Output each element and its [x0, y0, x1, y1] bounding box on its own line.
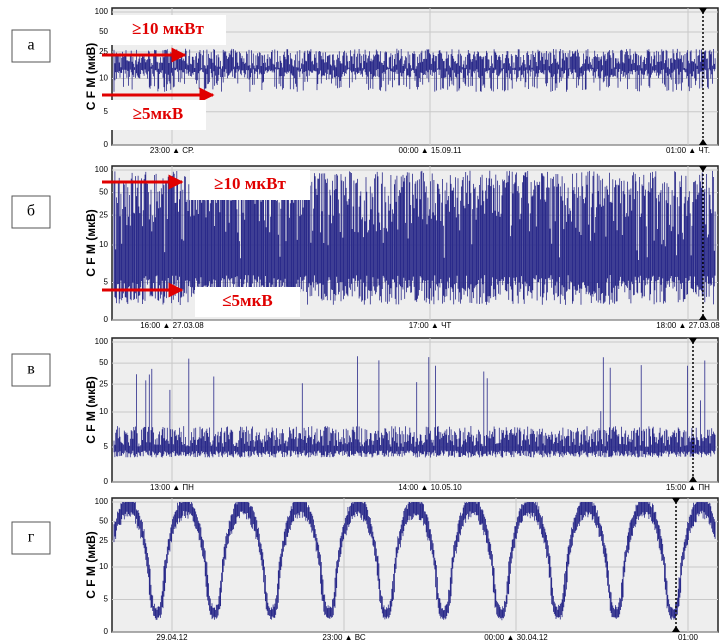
- y-tick-label: 10: [99, 562, 108, 571]
- y-axis-label: C F M (мкВ): [84, 531, 98, 599]
- plot-area: [111, 497, 719, 633]
- time-label: 00:00 ▲ 15.09.11: [399, 146, 462, 155]
- y-tick-label: 0: [104, 140, 109, 149]
- trace: [113, 170, 716, 305]
- time-label: 01:00: [678, 633, 699, 642]
- y-tick-label: 25: [99, 536, 108, 545]
- panel-label-box: [11, 195, 51, 229]
- time-label: 23:00 ▲ СР.: [150, 146, 194, 155]
- panel-label-box: [11, 521, 51, 555]
- annotation-box: [110, 15, 226, 45]
- time-label: 29.04.12: [156, 633, 188, 642]
- panel-label: а: [27, 37, 34, 54]
- trace: [113, 48, 716, 92]
- y-tick-label: 0: [104, 627, 109, 636]
- annotation: ≥5мкВ: [133, 104, 184, 123]
- y-tick-label: 25: [99, 379, 108, 388]
- time-label: 18:00 ▲ 27.03.08: [656, 321, 720, 330]
- trace: [113, 356, 716, 458]
- marker-top: [699, 8, 707, 14]
- panel-label-box: [11, 29, 51, 63]
- y-tick-label: 100: [95, 165, 109, 174]
- y-tick-label: 5: [104, 278, 109, 287]
- time-label: 16:00 ▲ 27.03.08: [140, 321, 204, 330]
- time-label: 17:00 ▲ ЧТ: [409, 321, 452, 330]
- time-label: 01:00 ▲ ЧТ.: [666, 146, 710, 155]
- y-tick-label: 5: [104, 595, 109, 604]
- y-tick-label: 50: [99, 188, 108, 197]
- y-tick-label: 0: [104, 477, 109, 486]
- marker-bottom: [672, 626, 680, 632]
- y-axis-label: C F M (мкВ): [84, 209, 98, 277]
- y-tick-label: 50: [99, 27, 108, 36]
- marker-top: [689, 338, 697, 344]
- time-label: 15:00 ▲ ПН: [666, 483, 710, 492]
- time-label: 00:00 ▲ 30.04.12: [484, 633, 548, 642]
- y-axis-label: C F M (мкВ): [84, 43, 98, 111]
- y-tick-label: 10: [99, 240, 108, 249]
- time-label: 23:00 ▲ ВС: [322, 633, 365, 642]
- marker-bottom: [699, 139, 707, 145]
- panel-label-box: [11, 353, 51, 387]
- marker-top: [699, 166, 707, 172]
- y-tick-label: 10: [99, 74, 108, 83]
- panel-label: в: [27, 361, 35, 378]
- y-tick-label: 25: [99, 210, 108, 219]
- y-tick-label: 50: [99, 358, 108, 367]
- annotation: ≥10 мкВт: [132, 19, 204, 38]
- panel-label: б: [27, 203, 35, 220]
- annotation-box: [110, 100, 206, 130]
- y-tick-label: 0: [104, 315, 109, 324]
- y-tick-label: 5: [104, 442, 109, 451]
- y-tick-label: 100: [95, 497, 109, 506]
- marker-bottom: [699, 314, 707, 320]
- trace: [113, 502, 716, 621]
- time-label: 13:00 ▲ ПН: [150, 483, 194, 492]
- marker-bottom: [689, 476, 697, 482]
- y-axis-label: C F M (мкВ): [84, 376, 98, 444]
- annotation-box: [195, 287, 300, 317]
- annotation-box: [190, 170, 310, 200]
- plot-area: [111, 337, 719, 483]
- annotation: ≤5мкВ: [222, 291, 273, 310]
- y-tick-label: 50: [99, 517, 108, 526]
- y-tick-label: 5: [104, 107, 109, 116]
- y-tick-label: 100: [95, 337, 109, 346]
- annotation: ≥10 мкВт: [214, 174, 286, 193]
- marker-top: [672, 498, 680, 504]
- y-tick-label: 10: [99, 407, 108, 416]
- time-label: 14:00 ▲ 10.05.10: [398, 483, 462, 492]
- panel-label: г: [28, 529, 35, 546]
- y-tick-label: 100: [95, 7, 109, 16]
- y-tick-label: 25: [99, 47, 108, 56]
